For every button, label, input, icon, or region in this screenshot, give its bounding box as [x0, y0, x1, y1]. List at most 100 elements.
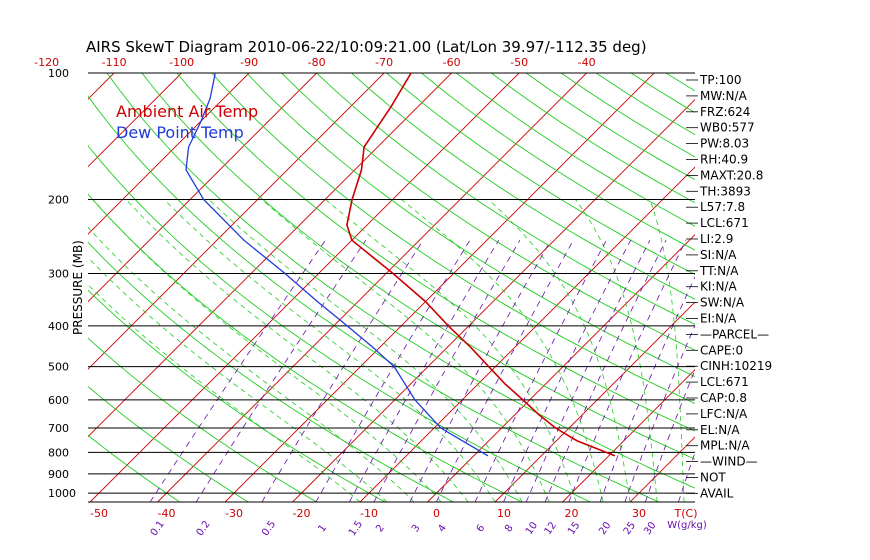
dry-adiabat-line — [491, 73, 695, 204]
isotherm-line — [157, 73, 587, 502]
dew-point-temp-point — [243, 239, 245, 241]
ambient-air-temp-point — [410, 73, 412, 74]
stability-index: L57:7.8 — [700, 200, 745, 214]
mixing-ratio-line — [645, 368, 695, 502]
mixing-ratio-line — [599, 275, 695, 502]
dew-point-temp-point — [440, 427, 442, 429]
bottom-temp-tick-label: -10 — [360, 507, 378, 520]
mixing-ratio-line — [348, 239, 500, 502]
moist-adiabat-line — [401, 199, 604, 502]
pressure-tick-label: 300 — [48, 267, 69, 280]
dry-adiabat-line — [88, 241, 454, 502]
top-temp-tick-label: -80 — [308, 56, 326, 69]
stability-index: LCL:671 — [700, 375, 749, 389]
dew-point-temp-point — [372, 346, 374, 348]
grid-layer — [88, 73, 870, 502]
mixing-ratio-tick-label: 4 — [436, 523, 449, 535]
mixing-ratio-tick-label: 20 — [597, 520, 613, 537]
ambient-air-temp-point — [351, 198, 353, 201]
stability-index: MW:N/A — [700, 89, 748, 103]
moist-adiabat-line — [88, 226, 415, 502]
mixing-ratio-line — [315, 239, 471, 502]
bottom-temp-tick-label: -40 — [158, 507, 176, 520]
ambient-air-temp-point — [613, 455, 616, 457]
stability-index: WB0:577 — [700, 121, 755, 135]
dry-adiabat-line — [211, 73, 695, 404]
moist-adiabat-line — [208, 199, 523, 502]
stability-index: LI:2.9 — [700, 232, 733, 246]
bottom-temp-tick-label: 20 — [565, 507, 579, 520]
stability-index: TT:N/A — [699, 264, 739, 278]
mixing-ratio-tick-label: 12 — [543, 520, 559, 537]
top-temp-tick-label: -110 — [102, 56, 127, 69]
mixing-ratio-axis-label: W(g/kg) — [667, 520, 707, 531]
isobar-layer — [88, 72, 695, 503]
mixing-ratio-tick-label: 6 — [475, 523, 488, 535]
y-axis-label: PRESSURE (MB) — [71, 240, 85, 335]
pressure-tick-label: 1000 — [48, 487, 76, 500]
ambient-air-temp-point — [538, 413, 540, 416]
moist-adiabat-line — [649, 199, 685, 502]
mixing-ratio-tick-label: 15 — [566, 520, 582, 537]
moist-adiabat-line — [261, 199, 550, 502]
moist-adiabat-line — [575, 199, 658, 502]
dry-adiabat-line — [665, 73, 695, 92]
dew-point-temp-point — [284, 272, 286, 274]
ambient-air-temp-point — [360, 169, 363, 171]
stability-index: MPL:N/A — [700, 439, 750, 453]
ambient-air-temp-point — [392, 272, 394, 274]
dew-point-temp-point — [346, 325, 348, 327]
ambient-air-temp-point — [351, 239, 353, 241]
isotherm-line — [88, 73, 452, 438]
dry-adiabat-line — [88, 337, 317, 502]
isotherm-line — [629, 436, 695, 502]
mixing-ratio-tick-label: 0.2 — [195, 519, 213, 538]
dew-point-temp-line — [185, 73, 488, 457]
ambient-air-temp-point — [390, 105, 392, 107]
isotherm-line — [89, 73, 520, 502]
mixing-ratio-line — [435, 240, 574, 502]
isotherm-line — [224, 73, 655, 502]
ambient-air-temp-point — [555, 427, 557, 429]
dew-point-temp-point — [316, 301, 319, 303]
moist-adiabat-line — [92, 199, 442, 502]
isotherm-line — [88, 73, 250, 235]
isotherm-line — [765, 73, 870, 502]
stability-index: MAXT:20.8 — [700, 168, 763, 182]
stability-index: CAP:0.8 — [700, 391, 747, 405]
mixing-ratio-line — [261, 239, 424, 502]
moist-adiabat-line — [488, 199, 631, 502]
mixing-ratio-line — [568, 240, 687, 502]
dry-adiabat-line — [88, 144, 591, 502]
ambient-air-temp-point — [522, 399, 524, 401]
mixing-ratio-tick-label: 30 — [642, 520, 658, 537]
mixing-ratio-line — [544, 240, 667, 502]
isotherm-line — [88, 73, 385, 370]
ambient-air-temp-point — [363, 146, 365, 148]
moist-adiabat-line — [88, 256, 388, 502]
stability-index: SI:N/A — [700, 248, 737, 262]
dew-point-temp-point — [200, 120, 202, 122]
bottom-temp-tick-label: 10 — [497, 507, 511, 520]
dew-point-temp-point — [203, 198, 205, 201]
stability-index: AVAIL — [700, 486, 734, 500]
mixing-ratio-line — [624, 324, 695, 502]
stability-index: LFC:N/A — [700, 407, 748, 421]
stability-index: TH:3893 — [699, 184, 751, 198]
stability-index: NOT — [700, 471, 726, 485]
bottom-temp-tick-label: -50 — [90, 507, 108, 520]
stability-index: SW:N/A — [700, 296, 745, 310]
ambient-air-temp-line — [346, 73, 615, 457]
stability-index: TP:100 — [699, 73, 742, 87]
pressure-tick-label: 900 — [48, 468, 69, 481]
dry-adiabat-line — [281, 73, 695, 351]
dry-adiabat-line — [88, 434, 180, 502]
stability-index: —WIND— — [700, 455, 758, 469]
top-temp-tick-label: -100 — [169, 56, 194, 69]
dew-point-temp-point — [185, 169, 187, 171]
chart-title: AIRS SkewT Diagram 2010-06-22/10:09:21.0… — [86, 38, 647, 56]
isotherm-line — [833, 73, 870, 502]
x-axis-label: T(C) — [674, 507, 698, 520]
mixing-ratio-tick-label: 1 — [316, 523, 329, 535]
